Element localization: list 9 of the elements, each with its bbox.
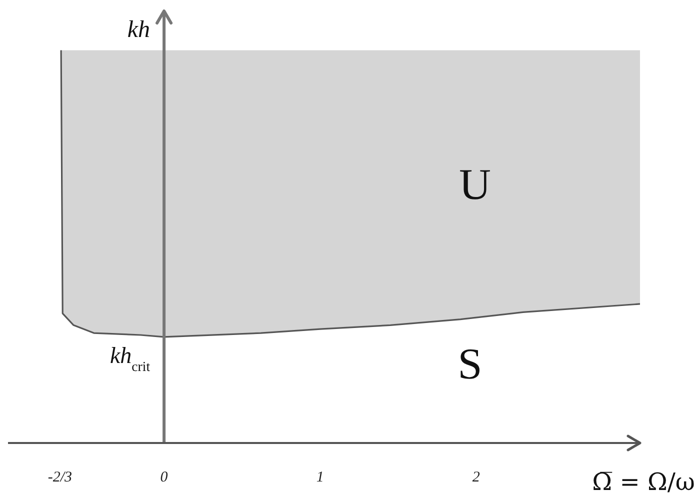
y-axis-title: kh (127, 17, 150, 43)
annotation: S (458, 339, 482, 388)
annotation: kh$_{crit}$ (110, 342, 150, 374)
annotation: U (459, 160, 491, 210)
x-tick-label: -2/3 (48, 470, 72, 486)
x-tick-label: 0 (160, 470, 168, 486)
x-tick-label: 2 (472, 470, 480, 486)
x-axis-title: Ω̅ = Ω/ω (592, 468, 695, 496)
x-tick-label: 1 (316, 470, 324, 486)
